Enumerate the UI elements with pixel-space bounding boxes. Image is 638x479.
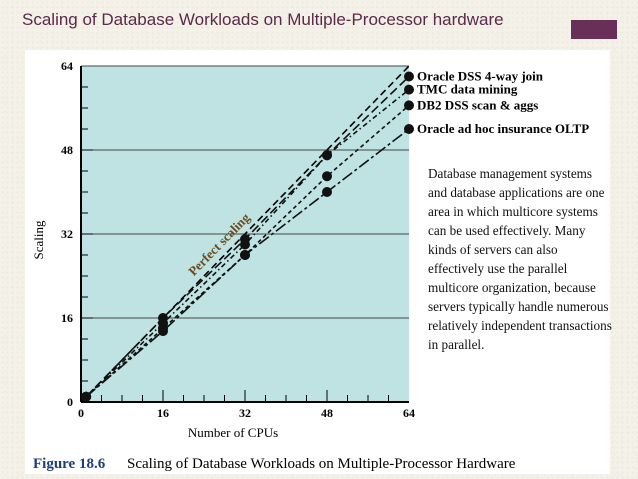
series-label: Oracle ad hoc insurance OLTP	[417, 121, 589, 136]
data-point	[158, 326, 168, 337]
data-point	[404, 124, 414, 134]
series-label: Oracle DSS 4-way join	[417, 69, 544, 84]
data-point	[240, 250, 250, 260]
y-tick-label: 48	[61, 143, 73, 157]
y-tick-label: 32	[61, 227, 73, 241]
data-point	[81, 391, 92, 402]
figure: 0 16 32 48 64 0 16 32 48 64 Number of CPUs Scaling P…	[25, 50, 610, 474]
x-tick-label: 16	[157, 406, 169, 420]
slide-title: Scaling of Database Workloads on Multipl…	[22, 10, 504, 29]
y-tick-label: 64	[61, 59, 73, 73]
y-tick-label: 0	[67, 395, 73, 409]
x-tick-label: 0	[78, 406, 84, 420]
data-point	[404, 100, 414, 111]
data-point	[404, 71, 414, 82]
data-point	[322, 150, 332, 161]
figure-caption-text: Scaling of Database Workloads on Multipl…	[127, 456, 516, 472]
figure-caption-label: Figure 18.6	[33, 456, 106, 472]
annotation-text: Database management systems and database…	[428, 166, 612, 352]
data-point	[404, 84, 414, 95]
series-label: DB2 DSS scan & aggs	[417, 97, 538, 112]
data-point	[322, 171, 332, 182]
x-tick-label: 64	[403, 406, 415, 420]
accent-box	[571, 20, 617, 39]
x-axis-label: Number of CPUs	[188, 425, 278, 440]
data-point	[322, 187, 332, 197]
series-label: TMC data mining	[417, 82, 518, 97]
x-tick-label: 48	[321, 406, 333, 420]
y-tick-label: 16	[61, 311, 73, 325]
x-tick-label: 32	[239, 406, 251, 420]
y-axis-label: Scaling	[31, 220, 46, 259]
series-line	[85, 89, 410, 398]
data-point	[240, 239, 250, 250]
